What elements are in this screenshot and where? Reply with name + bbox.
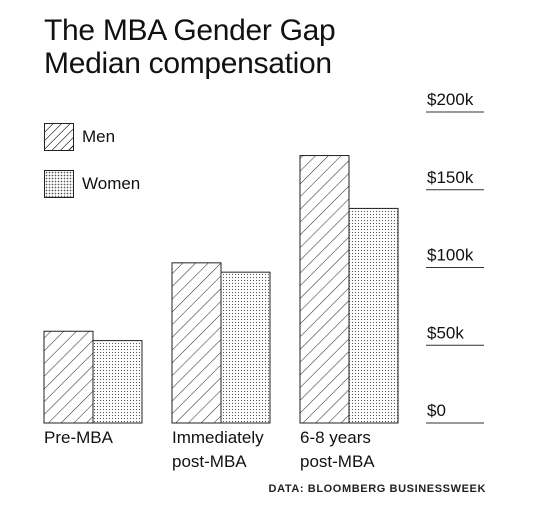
y-tick-label: $50k <box>427 323 464 342</box>
x-category-label: 6-8 years post-MBA <box>300 426 375 474</box>
bar-women-0 <box>92 340 143 424</box>
x-category-label-line: Immediately <box>172 428 264 447</box>
bar-men-0 <box>43 330 94 424</box>
x-category-label: Pre-MBA <box>44 426 113 450</box>
chart-title: The MBA Gender Gap Median compensation <box>44 14 336 80</box>
bar-women-2 <box>348 207 399 424</box>
x-category-label: Immediately post-MBA <box>172 426 264 474</box>
bar-men-1 <box>171 262 222 424</box>
legend-label-women: Women <box>82 174 141 193</box>
legend-label-men: Men <box>82 127 116 146</box>
legend-swatch-men <box>44 123 74 151</box>
legend-men: Men <box>44 123 115 151</box>
x-category-label-line: post-MBA <box>172 452 247 471</box>
y-tick-label: $100k <box>427 246 474 265</box>
legend-swatch-women <box>44 170 74 198</box>
x-category-label-line: post-MBA <box>300 452 375 471</box>
title-line-1: The MBA Gender Gap <box>44 14 336 47</box>
bar-women-1 <box>220 271 271 424</box>
x-category-label-line: 6-8 years <box>300 428 371 447</box>
title-line-2: Median compensation <box>44 47 332 80</box>
legend-women: Women <box>44 170 140 198</box>
y-tick-label: $150k <box>427 168 474 187</box>
bar-men-2 <box>299 155 350 424</box>
y-tick-label: $200k <box>427 90 474 109</box>
y-tick-label: $0 <box>427 401 446 420</box>
x-category-label-line: Pre-MBA <box>44 428 113 447</box>
data-source: DATA: BLOOMBERG BUSINESSWEEK <box>268 483 486 495</box>
